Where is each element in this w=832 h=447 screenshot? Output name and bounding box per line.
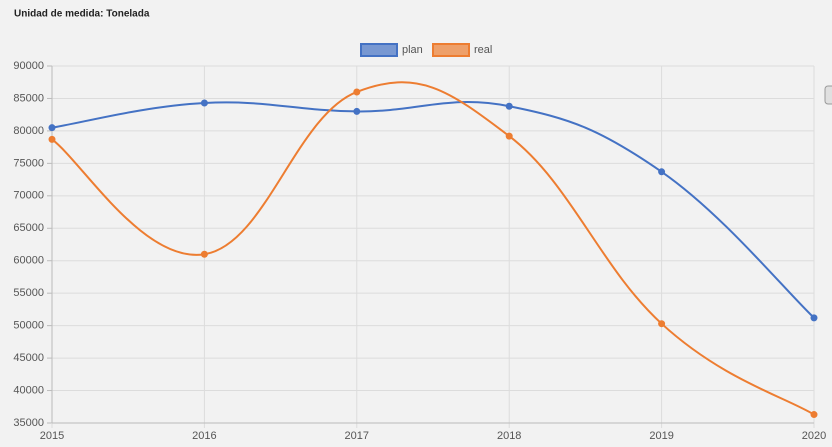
y-tick-label: 50000 [13,320,44,332]
data-point [658,168,666,176]
y-tick-label: 85000 [13,92,44,104]
scroll-handle [824,85,832,105]
y-tick-label: 75000 [13,157,44,169]
legend-label: real [474,44,492,56]
y-tick-label: 55000 [13,287,44,299]
x-tick-label: 2018 [497,430,521,442]
x-tick-label: 2015 [40,430,64,442]
data-point [505,102,513,110]
chart-title: Unidad de medida: Tonelada [14,9,150,20]
data-point [658,320,666,328]
data-point [810,411,818,419]
data-point [353,107,361,115]
legend-label: plan [402,44,423,56]
x-tick-label: 2016 [192,430,216,442]
legend-swatch [360,43,398,57]
data-point [353,88,361,96]
y-tick-label: 45000 [13,352,44,364]
y-tick-label: 60000 [13,255,44,267]
x-tick-label: 2019 [649,430,673,442]
line-series [51,81,815,416]
data-point [200,250,208,258]
x-tick-label: 2017 [345,430,369,442]
data-point [48,124,56,132]
y-tick-label: 90000 [13,60,44,72]
legend-swatch [432,43,470,57]
y-tick-label: 40000 [13,384,44,396]
data-point [200,99,208,107]
y-tick-label: 70000 [13,190,44,202]
y-tick-label: 65000 [13,222,44,234]
y-tick-label: 80000 [13,125,44,137]
x-tick-label: 2020 [802,430,826,442]
data-point [48,135,56,143]
line-series [51,101,815,319]
data-point [505,132,513,140]
data-point [810,314,818,322]
y-tick-label: 35000 [13,417,44,429]
